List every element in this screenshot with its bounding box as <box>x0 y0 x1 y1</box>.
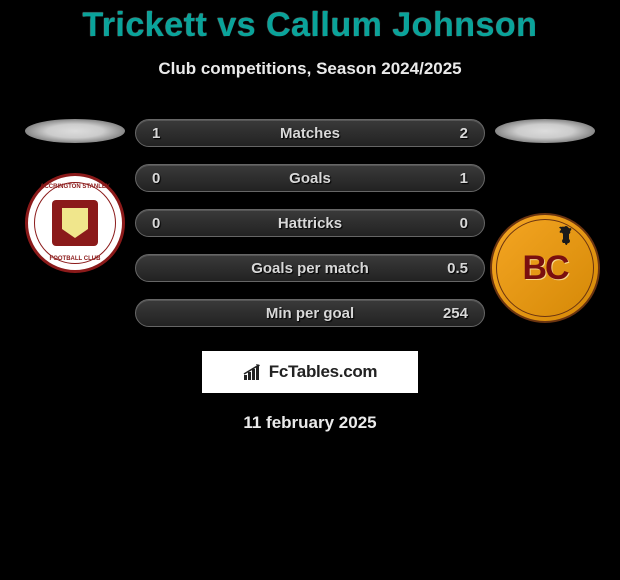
stat-left-value: 0 <box>152 215 180 232</box>
stat-right-value: 1 <box>440 170 468 187</box>
stat-row: Goals per match 0.5 <box>135 254 485 282</box>
brand-badge[interactable]: FcTables.com <box>202 351 418 393</box>
left-crest-top-text: ACCRINGTON STANLEY <box>40 184 110 190</box>
stat-row: 1 Matches 2 <box>135 119 485 147</box>
stat-row: 0 Goals 1 <box>135 164 485 192</box>
left-shadow-ellipse <box>25 119 125 143</box>
stat-label: Hattricks <box>278 215 342 232</box>
subtitle: Club competitions, Season 2024/2025 <box>0 59 620 79</box>
right-logo-column: BC <box>495 119 595 323</box>
stats-area: ACCRINGTON STANLEY FOOTBALL CLUB 1 Match… <box>0 119 620 327</box>
brand-text: FcTables.com <box>269 362 378 382</box>
stat-label: Min per goal <box>266 305 354 322</box>
stat-row: 0 Hattricks 0 <box>135 209 485 237</box>
stat-left-value: 1 <box>152 125 180 142</box>
stat-right-value: 2 <box>440 125 468 142</box>
stat-rows: 1 Matches 2 0 Goals 1 0 Hattricks 0 Goal… <box>135 119 485 327</box>
left-crest-shield-icon <box>52 200 98 246</box>
stat-label: Goals <box>289 170 331 187</box>
stat-left-value: 0 <box>152 170 180 187</box>
right-team-crest: BC <box>490 213 600 323</box>
stat-label: Goals per match <box>251 260 369 277</box>
comparison-card: Trickett vs Callum Johnson Club competit… <box>0 0 620 433</box>
rooster-icon <box>556 225 576 247</box>
left-team-crest: ACCRINGTON STANLEY FOOTBALL CLUB <box>25 173 125 273</box>
stat-right-value: 0.5 <box>440 260 468 277</box>
left-logo-column: ACCRINGTON STANLEY FOOTBALL CLUB <box>25 119 125 273</box>
right-shadow-ellipse <box>495 119 595 143</box>
stat-right-value: 0 <box>440 215 468 232</box>
stat-right-value: 254 <box>440 305 468 322</box>
left-crest-bottom-text: FOOTBALL CLUB <box>50 256 101 262</box>
date-line: 11 february 2025 <box>0 413 620 433</box>
page-title: Trickett vs Callum Johnson <box>0 6 620 45</box>
bar-chart-icon <box>243 363 265 381</box>
stat-label: Matches <box>280 125 340 142</box>
stat-row: Min per goal 254 <box>135 299 485 327</box>
